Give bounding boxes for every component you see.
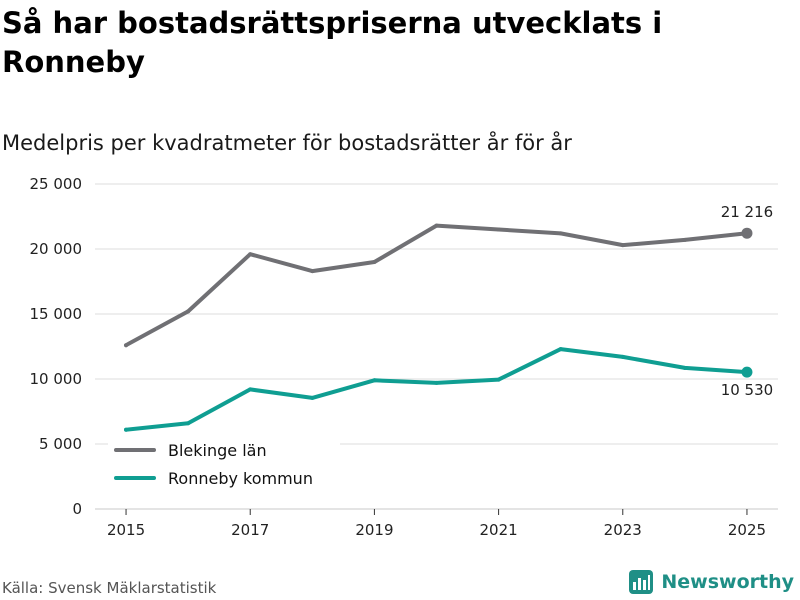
x-tick-label: 2015 (107, 521, 145, 539)
source-note: Källa: Svensk Mäklarstatistik (2, 579, 217, 597)
data-point (310, 395, 315, 400)
y-tick-label: 20 000 (30, 240, 83, 258)
legend-background (108, 436, 340, 494)
y-axis: 0 5 000 10 000 15 000 20 000 25 000 (30, 175, 83, 518)
y-tick-label: 10 000 (30, 370, 83, 388)
series (124, 223, 753, 432)
end-value-label: 21 216 (721, 203, 774, 221)
series-line (124, 347, 749, 432)
data-point (558, 347, 563, 352)
data-point (620, 243, 625, 248)
data-point (372, 378, 377, 383)
data-point (496, 227, 501, 232)
data-point (620, 354, 625, 359)
y-tick-label: 0 (72, 500, 82, 518)
chart-subtitle: Medelpris per kvadratmeter för bostadsrä… (2, 131, 572, 155)
x-tick-label: 2021 (479, 521, 517, 539)
end-point-marker (741, 366, 753, 378)
end-value-label: 10 530 (721, 381, 774, 399)
x-tick-label: 2023 (604, 521, 642, 539)
x-tick-label: 2019 (355, 521, 393, 539)
data-point (186, 309, 191, 314)
end-point-marker (741, 227, 753, 239)
data-point (434, 223, 439, 228)
brand-logo[interactable]: Newsworthy (629, 570, 794, 594)
legend-label: Blekinge län (168, 441, 267, 460)
x-tick-label: 2017 (231, 521, 269, 539)
data-point (372, 260, 377, 264)
data-point (682, 237, 687, 242)
data-point (558, 231, 563, 236)
data-point (248, 252, 253, 257)
legend: Blekinge län Ronneby kommun (108, 436, 340, 494)
data-point (434, 380, 439, 385)
data-point (248, 387, 253, 392)
legend-label: Ronneby kommun (168, 469, 313, 488)
chart-title: Så har bostadsrättspriserna utvecklats i… (2, 6, 663, 79)
data-point (124, 343, 129, 348)
brand-name: Newsworthy (661, 571, 794, 593)
data-point (310, 269, 315, 274)
y-tick-label: 25 000 (30, 175, 83, 193)
data-point (682, 365, 687, 370)
x-axis: 2015 2017 2019 2021 2023 2025 (107, 509, 766, 539)
series-line (124, 223, 749, 348)
data-point (186, 421, 191, 426)
end-labels: 21 216 10 530 (721, 203, 774, 399)
bar-chart-logo-icon (629, 570, 654, 594)
data-point (496, 377, 501, 382)
y-tick-label: 15 000 (30, 305, 83, 323)
y-tick-label: 5 000 (39, 435, 82, 453)
data-point (124, 427, 129, 432)
x-tick-label: 2025 (728, 521, 766, 539)
